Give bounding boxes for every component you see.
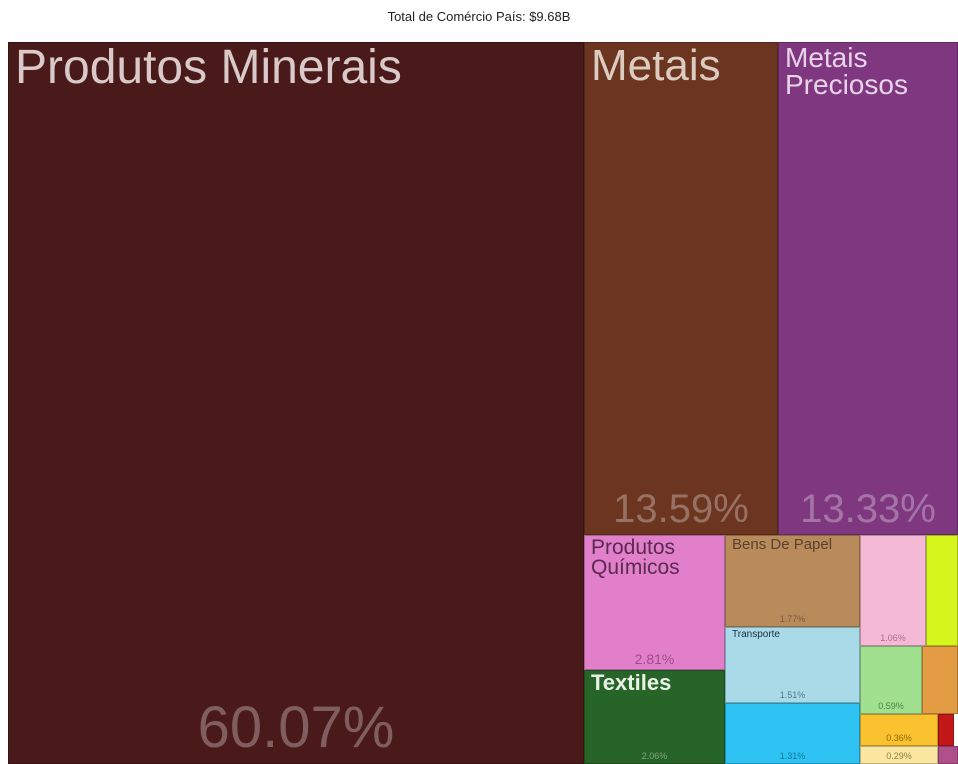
cell-value-label: 0.59% bbox=[878, 701, 904, 711]
treemap-cell: Metais 13.59% bbox=[584, 42, 778, 535]
cell-label: Transporte bbox=[732, 629, 780, 640]
treemap-cell: Produtos Químicos 2.81% bbox=[584, 535, 725, 670]
cell-label: Produtos Minerais bbox=[15, 42, 402, 94]
cell-label: Bens De Papel bbox=[732, 536, 833, 553]
cell-label: Textiles bbox=[591, 670, 672, 695]
cell-value-label: 0.36% bbox=[886, 733, 912, 743]
treemap-cell: 0.36% bbox=[860, 714, 938, 746]
treemap-cell: Textiles 2.06% bbox=[584, 670, 725, 764]
cell-value-label: 2.81% bbox=[634, 651, 675, 667]
treemap-cell: 0.59% bbox=[860, 646, 922, 714]
cell-value-label: 1.51% bbox=[779, 690, 806, 700]
cell-value-label: 1.06% bbox=[880, 633, 906, 643]
treemap-cell: Metais Preciosos 13.33% bbox=[778, 42, 958, 535]
cell-label: Metais Preciosos bbox=[785, 42, 908, 100]
treemap-cell: Transporte 1.51% bbox=[725, 627, 860, 703]
treemap-cell bbox=[938, 746, 958, 764]
cell-value-label: 13.59% bbox=[613, 487, 749, 531]
cell-value-label: 1.31% bbox=[779, 751, 806, 761]
cell-value-label: 2.06% bbox=[641, 751, 668, 761]
treemap-cell: 1.31% bbox=[725, 703, 860, 764]
cell-label: Produtos Químicos bbox=[591, 536, 680, 579]
treemap-cell bbox=[922, 646, 958, 714]
cell-value-label: 13.33% bbox=[800, 487, 936, 531]
treemap-cell: Produtos Minerais 60.07% bbox=[8, 42, 584, 764]
treemap-cell bbox=[926, 535, 958, 646]
treemap-cell: 1.06% bbox=[860, 535, 926, 646]
treemap-cell: Bens De Papel 1.77% bbox=[725, 535, 860, 627]
treemap-cell bbox=[938, 714, 954, 746]
cell-label: Metais bbox=[591, 42, 721, 90]
cell-value-label: 1.77% bbox=[779, 614, 806, 624]
cell-value-label: 60.07% bbox=[197, 695, 395, 760]
treemap-cell: 0.29% bbox=[860, 746, 938, 764]
chart-title: Total de Comércio País: $9.68B bbox=[387, 9, 571, 24]
cell-value-label: 0.29% bbox=[886, 751, 912, 761]
